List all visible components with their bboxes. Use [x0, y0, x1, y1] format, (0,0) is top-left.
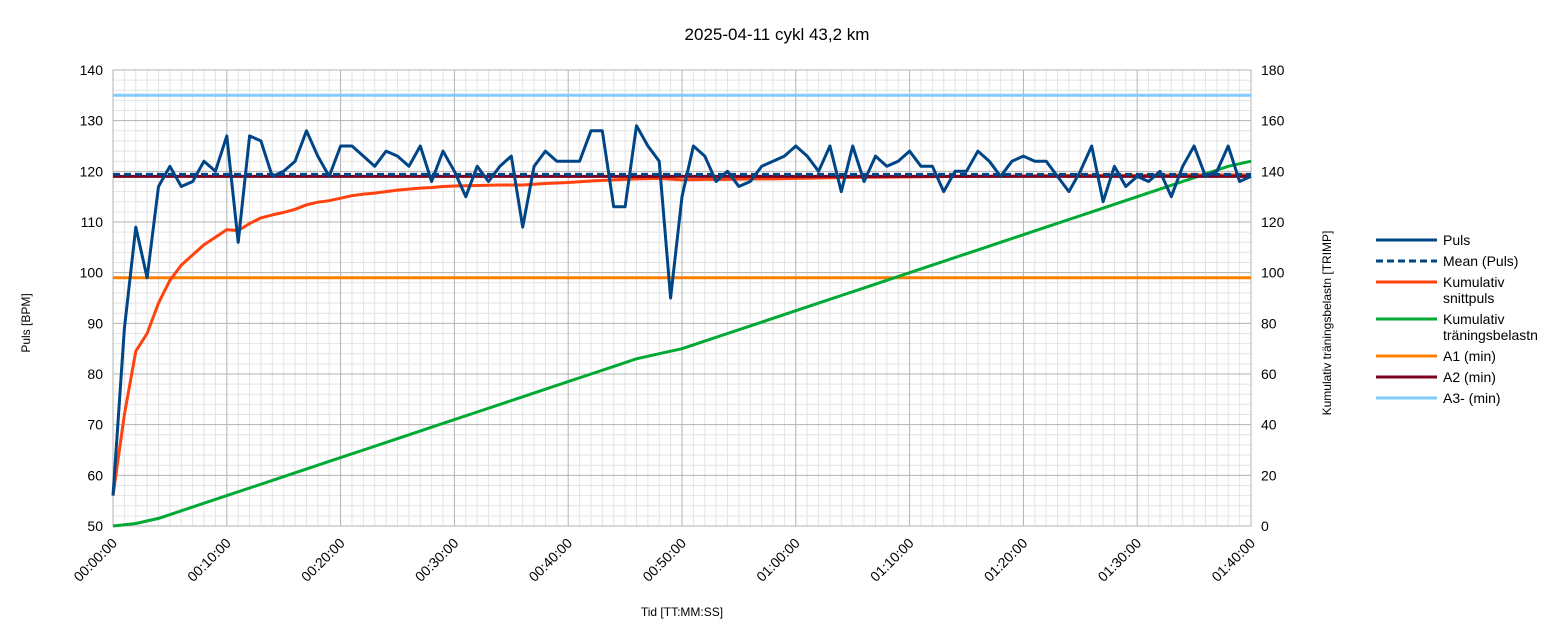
y2-tick-label: 120 — [1261, 214, 1285, 230]
x-tick-label: 00:00:00 — [70, 535, 120, 585]
y-tick-label: 70 — [87, 417, 103, 433]
series-line — [111, 173, 1251, 496]
series-lines — [111, 93, 1252, 528]
legend-label: träningsbelastn — [1443, 327, 1538, 343]
x-tick-label: 01:10:00 — [867, 535, 917, 585]
x-tick-label: 01:00:00 — [753, 535, 803, 585]
grid — [112, 69, 1252, 527]
legend-label: A3- (min) — [1443, 390, 1501, 406]
x-tick-label: 01:40:00 — [1208, 535, 1258, 585]
y-tick-label: 100 — [80, 265, 104, 281]
y2-tick-label: 80 — [1261, 315, 1277, 331]
x-tick-label: 00:10:00 — [184, 535, 234, 585]
legend-label: A1 (min) — [1443, 348, 1496, 364]
legend-label: Kumulativ — [1443, 274, 1504, 290]
y2-tick-label: 0 — [1261, 518, 1269, 534]
x-tick-label: 00:40:00 — [525, 535, 575, 585]
y2-tick-label: 100 — [1261, 265, 1285, 281]
x-tick-label: 00:20:00 — [298, 535, 348, 585]
y2-tick-label: 180 — [1261, 62, 1285, 78]
y-tick-label: 90 — [87, 315, 103, 331]
x-tick-label: 01:30:00 — [1094, 535, 1144, 585]
y2-axis-label: Kumulativ träningsbelastn [TRIMP] — [1320, 231, 1334, 416]
legend-label: Kumulativ — [1443, 311, 1504, 327]
chart-title: 2025-04-11 cykl 43,2 km — [685, 25, 870, 44]
x-tick-label: 01:20:00 — [981, 535, 1031, 585]
x-tick-label: 00:30:00 — [412, 535, 462, 585]
y-tick-label: 50 — [87, 518, 103, 534]
y2-tick-label: 40 — [1261, 417, 1277, 433]
series-line — [111, 124, 1252, 496]
legend-label: snittpuls — [1443, 290, 1494, 306]
legend-label: Mean (Puls) — [1443, 253, 1518, 269]
y-axis-label: Puls [BPM] — [19, 293, 33, 352]
y-tick-label: 130 — [80, 113, 104, 129]
y2-tick-label: 160 — [1261, 113, 1285, 129]
series-line — [112, 159, 1252, 528]
y-tick-label: 140 — [80, 62, 104, 78]
y-tick-label: 60 — [87, 467, 103, 483]
plot-frame — [112, 69, 1252, 527]
y2-tick-label: 60 — [1261, 366, 1277, 382]
y-tick-label: 110 — [81, 214, 104, 230]
x-axis-label: Tid [TT:MM:SS] — [641, 605, 723, 619]
y-tick-label: 80 — [87, 366, 103, 382]
y2-tick-label: 20 — [1261, 467, 1277, 483]
x-tick-label: 00:50:00 — [639, 535, 689, 585]
y-tick-label: 120 — [80, 163, 104, 179]
legend-label: A2 (min) — [1443, 369, 1496, 385]
legend-label: Puls — [1443, 232, 1470, 248]
y2-tick-label: 140 — [1261, 163, 1285, 179]
